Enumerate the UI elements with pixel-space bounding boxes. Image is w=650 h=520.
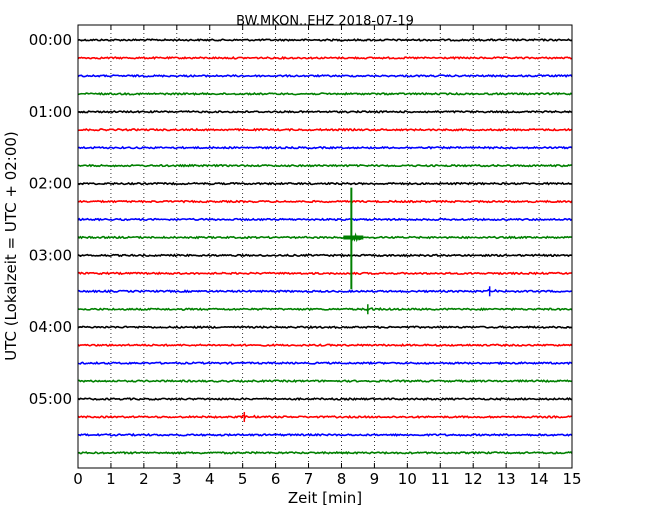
y-tick-label: 05:00 — [29, 390, 72, 408]
y-axis-label: UTC (Lokalzeit = UTC + 02:00) — [2, 131, 20, 361]
chart-title: BW.MKON..EHZ 2018-07-19 — [236, 14, 414, 29]
x-tick-label: 12 — [464, 470, 483, 488]
trace-line — [77, 379, 573, 384]
trace-line — [77, 450, 573, 455]
trace-line — [77, 38, 573, 42]
trace-line — [77, 288, 573, 294]
y-tick-label: 04:00 — [29, 318, 72, 336]
y-tick-label: 01:00 — [29, 103, 72, 121]
x-tick-label: 5 — [238, 470, 248, 488]
y-tick-label: 00:00 — [29, 31, 72, 49]
x-axis-label: Zeit [min] — [288, 489, 362, 507]
trace-line — [77, 73, 573, 78]
x-tick-label: 10 — [398, 470, 417, 488]
x-tick-label: 4 — [205, 470, 215, 488]
x-tick-label: 3 — [172, 470, 182, 488]
y-axis-ticks: 00:00 01:00 02:00 03:00 04:00 05:00 — [29, 31, 572, 408]
y-tick-label: 03:00 — [29, 246, 72, 264]
trace-line — [77, 397, 573, 401]
trace-line — [77, 253, 573, 258]
x-tick-label: 6 — [271, 470, 281, 488]
trace-line — [77, 55, 573, 60]
trace-line — [77, 271, 573, 276]
trace-line — [77, 145, 573, 150]
trace-line — [77, 91, 573, 96]
y-tick-label: 02:00 — [29, 175, 72, 193]
trace-line — [77, 163, 572, 168]
x-tick-label: 9 — [370, 470, 380, 488]
x-tick-label: 1 — [106, 470, 116, 488]
x-tick-label: 14 — [530, 470, 549, 488]
trace-line — [77, 199, 573, 204]
x-tick-label: 15 — [562, 470, 581, 488]
x-axis-ticks: 0 1 2 3 4 5 6 7 8 9 10 11 12 13 14 15 — [73, 25, 582, 488]
trace-line — [77, 414, 573, 420]
trace-line — [77, 361, 573, 366]
x-tick-label: 11 — [431, 470, 450, 488]
trace-line — [77, 232, 573, 243]
plot-frame — [77, 24, 573, 469]
trace-line — [77, 217, 573, 222]
trace-line — [77, 181, 573, 186]
trace-line — [77, 343, 573, 348]
x-tick-label: 2 — [139, 470, 149, 488]
trace-line — [77, 109, 573, 114]
trace-line — [77, 306, 573, 312]
traces — [77, 38, 573, 455]
events — [243, 187, 491, 422]
x-tick-label: 7 — [304, 470, 314, 488]
trace-line — [77, 127, 573, 132]
x-tick-label: 8 — [337, 470, 347, 488]
trace-line — [77, 325, 573, 330]
trace-line — [77, 432, 573, 437]
x-tick-label: 13 — [497, 470, 516, 488]
x-tick-label: 0 — [73, 470, 83, 488]
grid-lines — [110, 25, 540, 468]
